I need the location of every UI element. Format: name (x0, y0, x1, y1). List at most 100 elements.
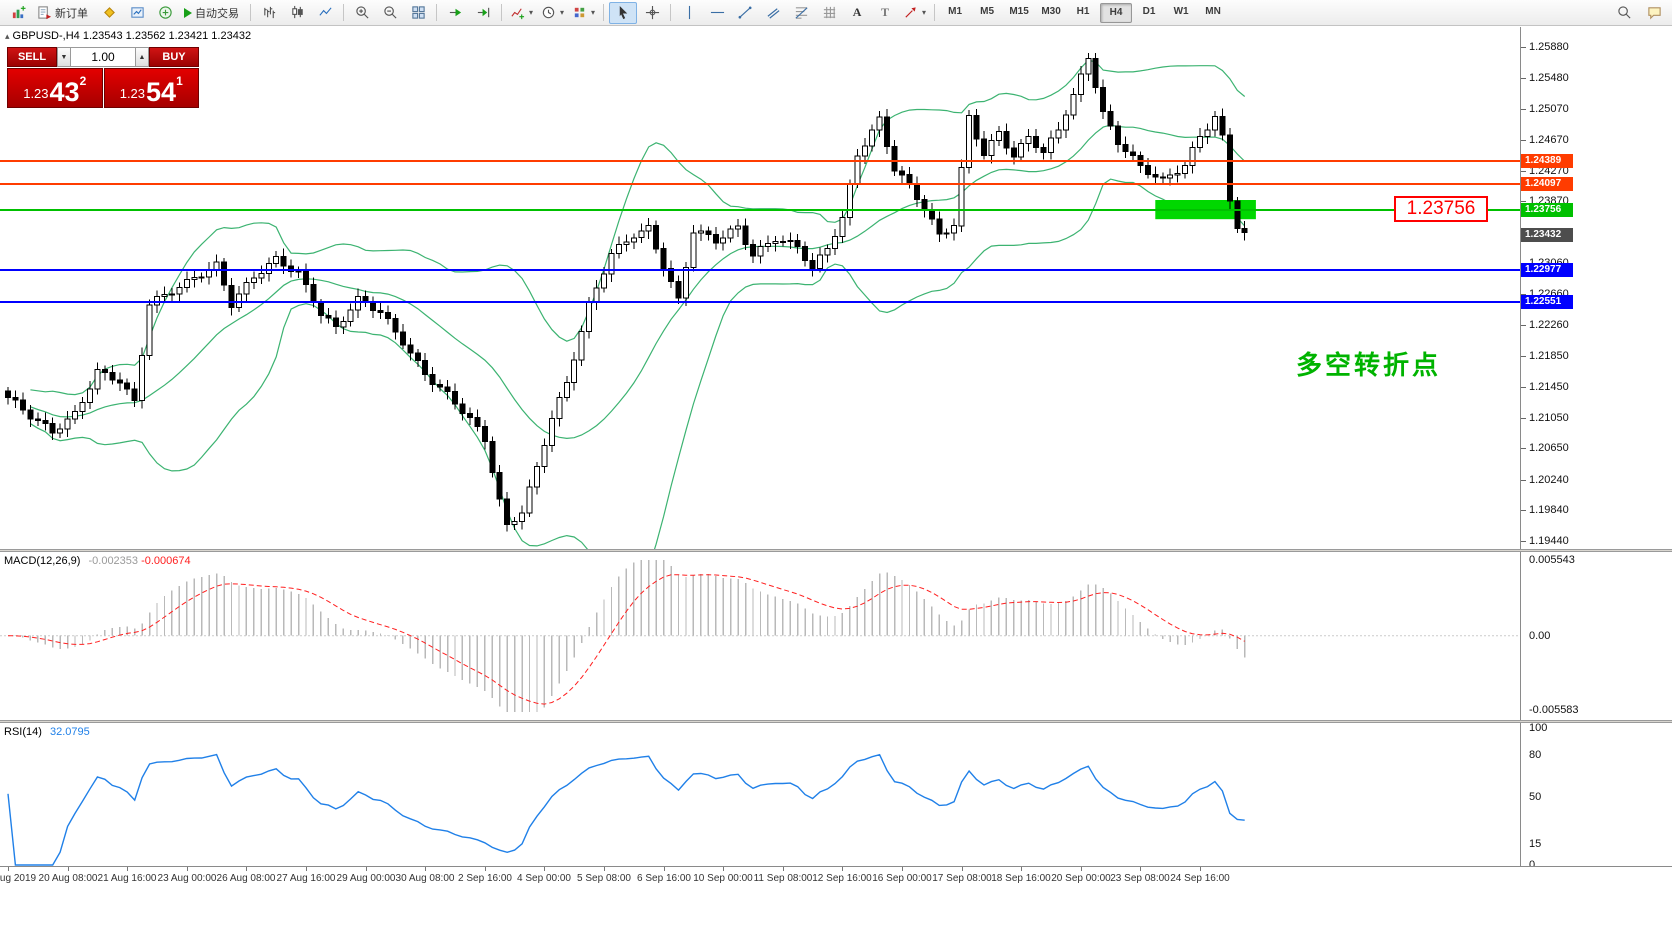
horizontal-line-1.22551[interactable] (0, 301, 1520, 303)
timeframe-m1-button[interactable]: M1 (948, 6, 963, 17)
time-axis-label: 16 Sep 00:00 (872, 873, 932, 884)
time-axis-label: 23 Aug 00:00 (157, 873, 217, 884)
turning-point-annotation[interactable]: 多空转折点 (1296, 350, 1442, 380)
panel-splitter[interactable] (0, 720, 1672, 723)
fibonacci-button[interactable] (788, 3, 814, 23)
buy-button[interactable]: BUY (149, 47, 199, 67)
horizontal-line-1.24097[interactable] (0, 183, 1520, 185)
horizontal-line-button[interactable] (704, 3, 730, 23)
fibonacci-icon (794, 5, 809, 20)
chart-shift-button[interactable] (470, 3, 496, 23)
timeframe-m5-button[interactable]: M5 (980, 6, 995, 17)
search-button[interactable] (1611, 3, 1637, 23)
rsi-scale-80: 80 (1529, 749, 1542, 761)
new-chart-button[interactable] (5, 3, 31, 23)
timeframe-m30-button[interactable]: M30 (1041, 6, 1061, 17)
one-click-collapse-icon[interactable]: ▴ (5, 31, 10, 41)
cursor-button[interactable] (609, 1, 638, 24)
price-tick-mark (1521, 171, 1526, 172)
profiles-button[interactable] (124, 3, 150, 23)
indicators-caret-icon: ▾ (529, 8, 534, 17)
price-scale-label: 1.24670 (1529, 134, 1569, 146)
lot-size-input[interactable] (71, 47, 135, 67)
horizontal-line-1.22977[interactable] (0, 269, 1520, 271)
sell-button[interactable]: SELL (7, 47, 57, 67)
time-tick-mark (902, 867, 903, 871)
new-chart-icon (11, 5, 26, 20)
price-tick-mark (1521, 325, 1526, 326)
timeframe-h4-button[interactable]: H4 (1100, 2, 1133, 23)
timeframe-group: M1 M5 M15 M30 H1 H4 D1 W1 MN (940, 2, 1228, 23)
ask-price-button[interactable]: 1.23 54 1 (103, 68, 199, 108)
vertical-line-button[interactable] (676, 3, 702, 23)
price-scale[interactable]: 1.25880 1.25480 1.25070 1.24670 1.24270 1.238… (1520, 27, 1672, 866)
panel-splitter[interactable] (0, 549, 1672, 552)
zoom-in-button[interactable] (349, 3, 375, 23)
arrows-tool-button[interactable]: ▾ (900, 3, 929, 23)
price-tick-mark (1521, 201, 1526, 202)
crosshair-button[interactable] (639, 3, 665, 23)
community-chat-button[interactable] (1641, 3, 1667, 23)
time-tick-mark (68, 867, 69, 871)
timeframe-w1-button[interactable]: W1 (1173, 6, 1189, 17)
candlestick-chart-button[interactable] (284, 3, 310, 23)
price-chart[interactable]: ▴ GBPUSD-,H4 1.23543 1.23562 1.23421 1.23… (0, 27, 1520, 549)
lot-increase-button[interactable]: ▲ (135, 47, 149, 67)
time-tick-mark (783, 867, 784, 871)
text-tool-button[interactable]: A (844, 3, 870, 23)
horizontal-line-1.24389[interactable] (0, 160, 1520, 162)
data-window-button[interactable] (152, 3, 178, 23)
equidistant-channel-button[interactable] (760, 3, 786, 23)
price-scale-label: 1.25880 (1529, 41, 1569, 53)
time-tick-mark (962, 867, 963, 871)
bar-chart-button[interactable] (256, 3, 282, 23)
chart-symbol-label: ▴ GBPUSD-,H4 1.23543 1.23562 1.23421 1.23… (5, 30, 251, 42)
grid-tool-button[interactable] (816, 3, 842, 23)
periods-button[interactable]: ▾ (538, 3, 567, 23)
zoom-out-button[interactable] (377, 3, 403, 23)
ohlc-values-text: 1.23543 1.23562 1.23421 1.23432 (82, 30, 252, 42)
macd-panel: MACD(12,26,9) -0.002353 -0.000674 (0, 552, 1520, 720)
autotrading-button[interactable]: 自动交易 (180, 3, 245, 23)
time-tick-mark (187, 867, 188, 871)
bid-price-big: 43 (49, 77, 80, 108)
timeframe-h1-button[interactable]: H1 (1076, 6, 1090, 17)
lot-decrease-button[interactable]: ▼ (57, 47, 71, 67)
metaeditor-button[interactable] (96, 3, 122, 23)
text-tool-icon: A (852, 5, 862, 19)
trendline-button[interactable] (732, 3, 758, 23)
timeframe-mn-button[interactable]: MN (1205, 6, 1221, 17)
timeframe-d1-button[interactable]: D1 (1142, 6, 1156, 17)
autotrading-label: 自动交易 (195, 7, 239, 20)
price-callout[interactable]: 1.23756 (1394, 196, 1488, 222)
horizontal-line-1.23756[interactable] (0, 209, 1520, 211)
time-tick-mark (8, 867, 9, 871)
tile-windows-button[interactable] (405, 3, 431, 23)
current-price-tag: 1.23432 (1521, 228, 1573, 242)
autotrading-play-icon (184, 7, 192, 18)
time-tick-mark (1021, 867, 1022, 871)
price-tick-mark (1521, 47, 1526, 48)
price-scale-label: 1.25480 (1529, 72, 1569, 84)
macd-signal-value: -0.000674 (141, 555, 191, 567)
new-order-button[interactable]: 新订单 (33, 3, 94, 23)
price-scale-label: 1.19440 (1529, 535, 1569, 547)
line-chart-button[interactable] (312, 3, 338, 23)
auto-scroll-button[interactable] (442, 3, 468, 23)
text-label-icon: T (881, 5, 890, 19)
time-axis-label: 4 Sep 00:00 (517, 873, 571, 884)
indicators-button[interactable]: ▾ (507, 3, 536, 23)
price-tick-mark (1521, 387, 1526, 388)
timeframe-m15-button[interactable]: M15 (1009, 6, 1029, 17)
one-click-trading-panel: SELL ▼ ▲ BUY 1.23 43 2 1.23 54 1 (7, 47, 199, 108)
text-label-tool-button[interactable]: T (872, 3, 898, 23)
price-scale-label: 1.22260 (1529, 319, 1569, 331)
toolbar-separator (603, 4, 605, 21)
bid-price-button[interactable]: 1.23 43 2 (7, 68, 103, 108)
zoom-in-icon (355, 5, 370, 20)
candlestick-plot[interactable] (0, 27, 1520, 549)
time-axis-label: 19 Aug 2019 (0, 873, 37, 884)
time-axis-label: 26 Aug 08:00 (216, 873, 276, 884)
templates-button[interactable]: ▾ (569, 3, 598, 23)
